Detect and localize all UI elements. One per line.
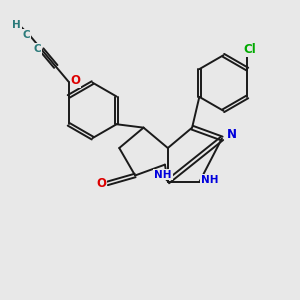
Text: N: N	[227, 128, 237, 141]
Text: Cl: Cl	[243, 43, 256, 56]
Text: O: O	[70, 74, 80, 87]
Text: NH: NH	[154, 169, 172, 179]
Text: C: C	[34, 44, 42, 54]
Text: NH: NH	[201, 175, 218, 185]
Text: C: C	[22, 30, 30, 40]
Text: O: O	[96, 177, 106, 190]
Text: H: H	[12, 20, 21, 30]
